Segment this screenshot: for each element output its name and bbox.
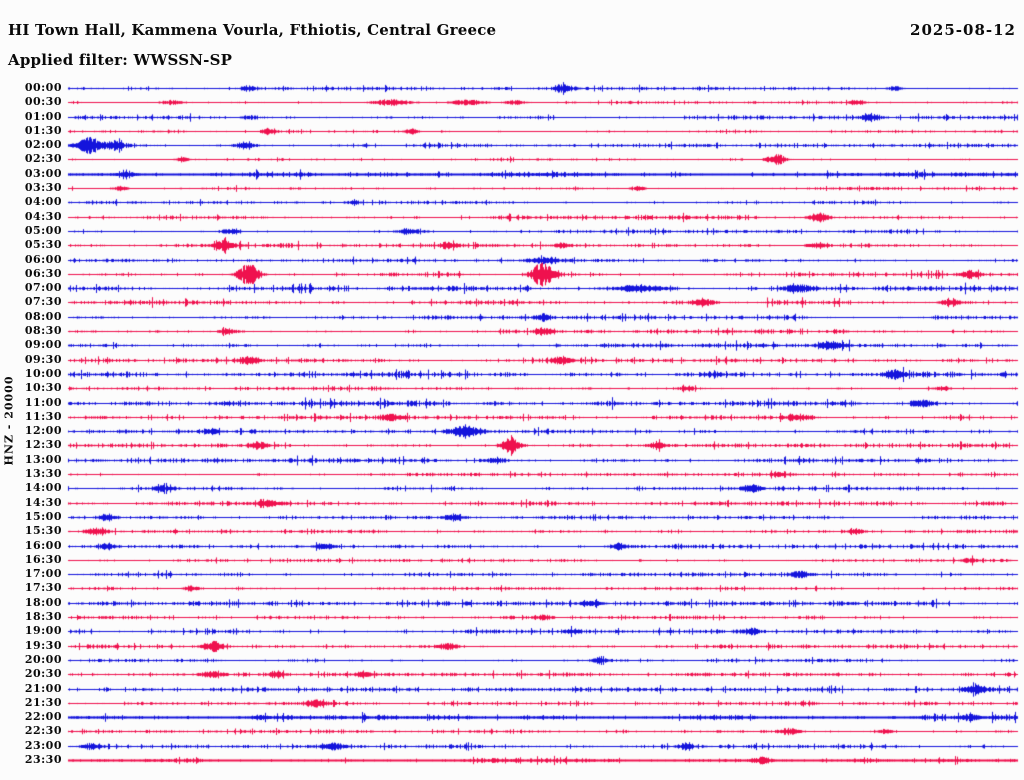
time-label: 03:30 — [24, 181, 62, 194]
time-label: 13:30 — [24, 467, 62, 480]
time-label: 16:30 — [24, 553, 62, 566]
time-label: 11:00 — [24, 396, 62, 409]
time-label: 04:30 — [24, 210, 62, 223]
time-label: 02:30 — [24, 152, 62, 165]
time-label: 10:00 — [24, 367, 62, 380]
time-label: 17:00 — [24, 567, 62, 580]
time-label: 07:00 — [24, 281, 62, 294]
time-label: 00:00 — [24, 81, 62, 94]
time-label: 04:00 — [24, 195, 62, 208]
time-label: 06:30 — [24, 267, 62, 280]
time-label: 12:00 — [24, 424, 62, 437]
time-label: 16:00 — [24, 539, 62, 552]
time-label: 17:30 — [24, 581, 62, 594]
time-label: 13:00 — [24, 453, 62, 466]
time-label: 19:30 — [24, 639, 62, 652]
time-label: 12:30 — [24, 438, 62, 451]
time-label: 11:30 — [24, 410, 62, 423]
time-label: 23:30 — [24, 753, 62, 766]
time-label: 21:30 — [24, 696, 62, 709]
time-label: 19:00 — [24, 624, 62, 637]
time-label: 05:00 — [24, 224, 62, 237]
time-label: 09:30 — [24, 353, 62, 366]
time-label: 14:30 — [24, 496, 62, 509]
time-label: 01:00 — [24, 110, 62, 123]
time-label: 01:30 — [24, 124, 62, 137]
time-label: 15:30 — [24, 524, 62, 537]
time-label: 18:00 — [24, 596, 62, 609]
time-label: 20:30 — [24, 667, 62, 680]
time-axis-labels: 00:00 00:30 01:00 01:30 02:00 02:30 03:00 03:30… — [0, 0, 62, 780]
time-label: 00:30 — [24, 95, 62, 108]
time-label: 05:30 — [24, 238, 62, 251]
time-label: 07:30 — [24, 295, 62, 308]
time-label: 15:00 — [24, 510, 62, 523]
time-label: 20:00 — [24, 653, 62, 666]
time-label: 09:00 — [24, 338, 62, 351]
time-label: 10:30 — [24, 381, 62, 394]
time-label: 21:00 — [24, 682, 62, 695]
time-label: 02:00 — [24, 138, 62, 151]
time-label: 18:30 — [24, 610, 62, 623]
time-label: 23:00 — [24, 739, 62, 752]
time-label: 03:00 — [24, 167, 62, 180]
time-label: 08:00 — [24, 310, 62, 323]
time-label: 22:30 — [24, 724, 62, 737]
time-label: 08:30 — [24, 324, 62, 337]
time-label: 14:00 — [24, 481, 62, 494]
time-label: 06:00 — [24, 253, 62, 266]
time-label: 22:00 — [24, 710, 62, 723]
